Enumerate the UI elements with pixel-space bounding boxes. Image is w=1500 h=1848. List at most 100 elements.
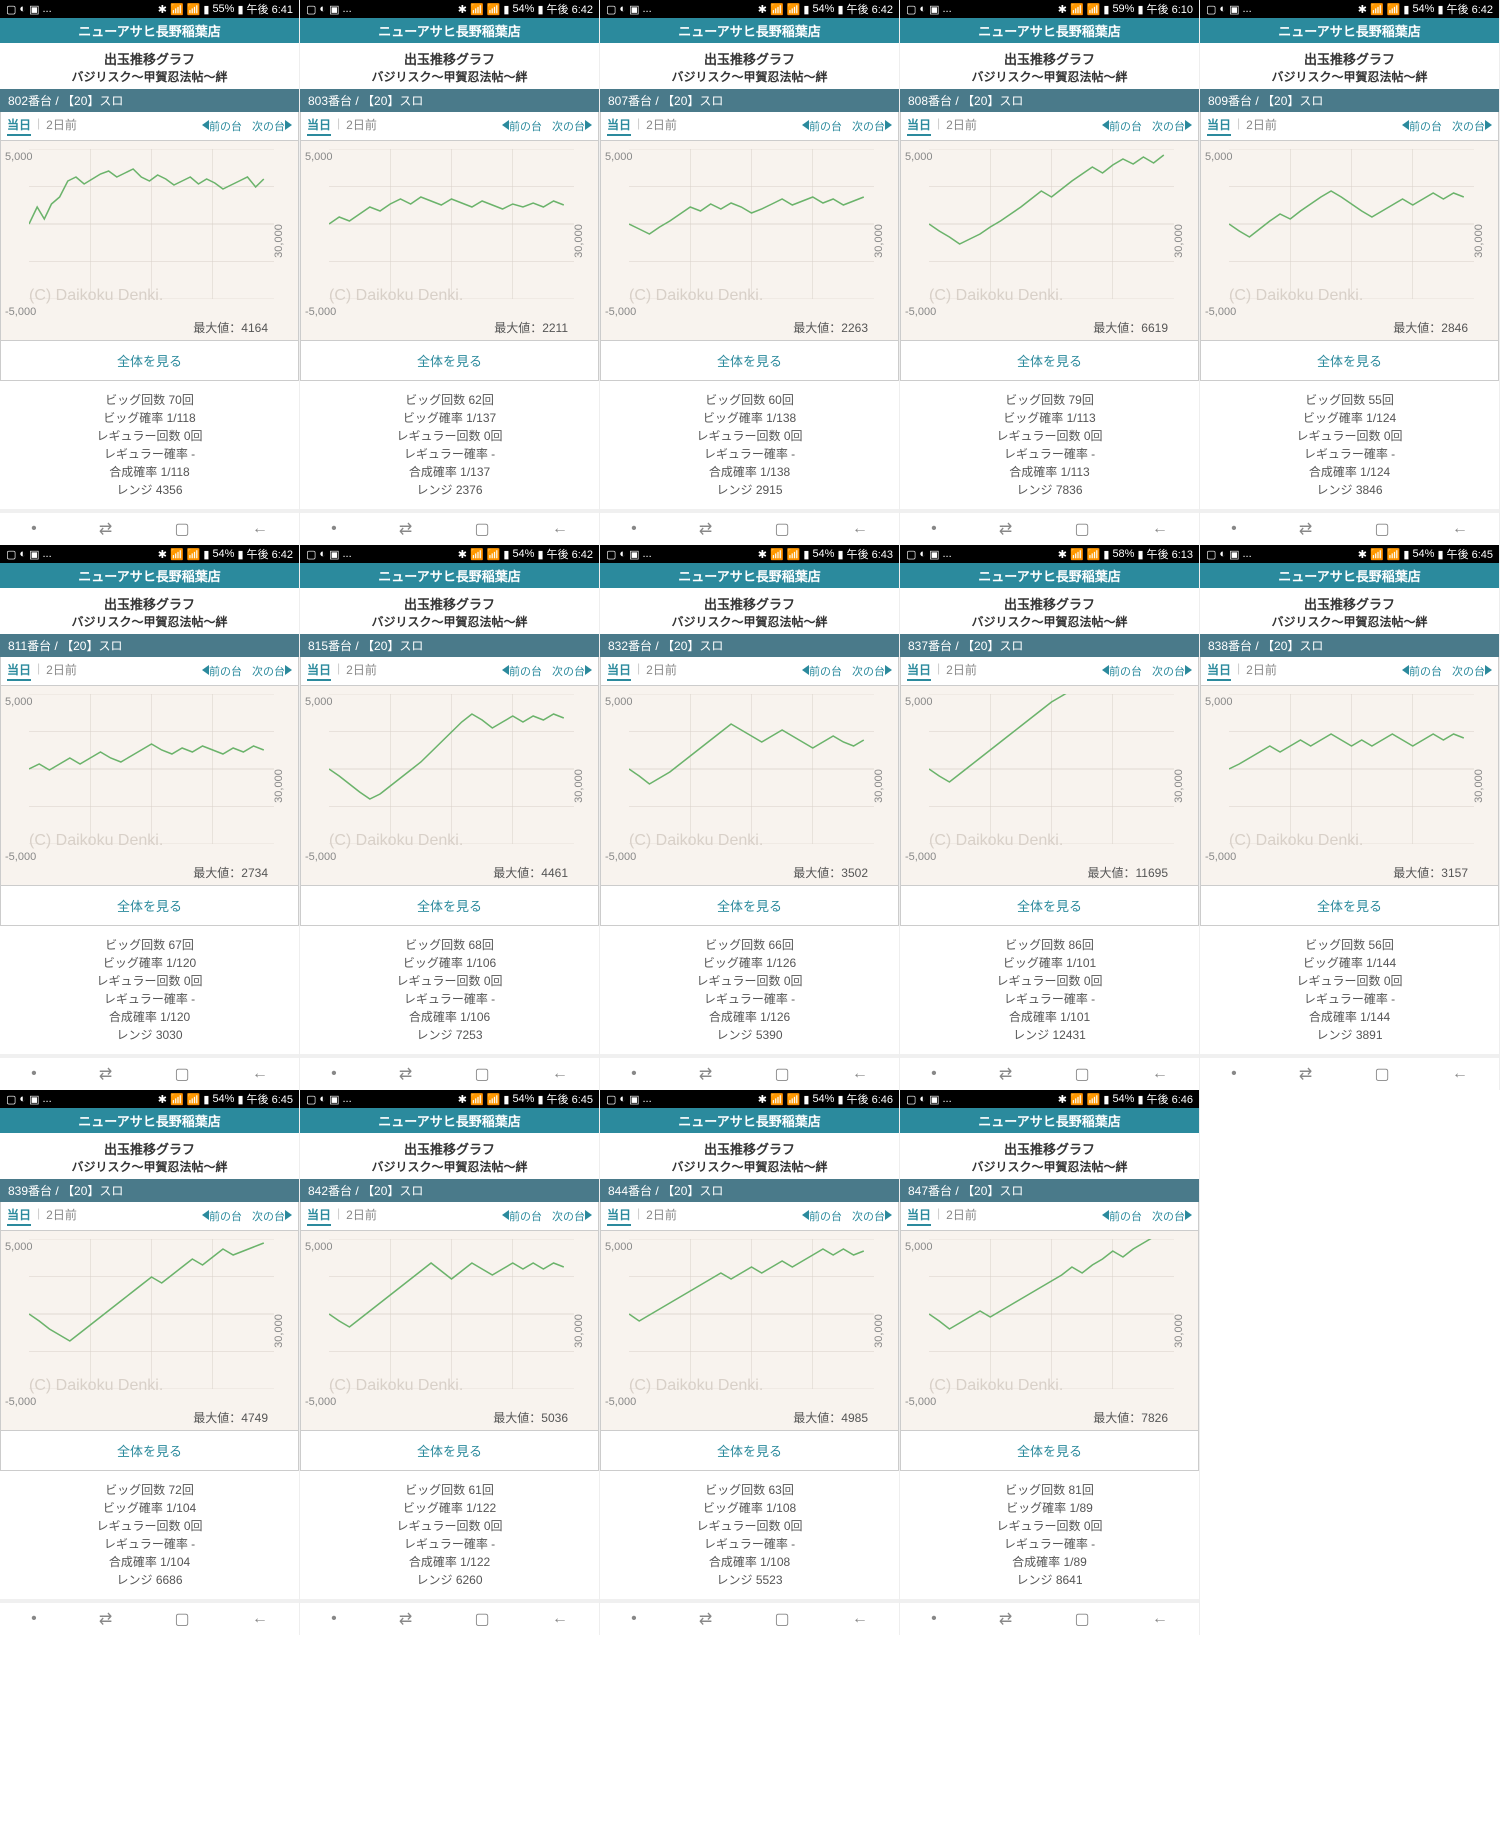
prev-machine-link[interactable]: 前の台 bbox=[802, 1208, 842, 1224]
nav-back-icon[interactable]: ← bbox=[552, 1610, 568, 1628]
tab-2days-ago[interactable]: 2日前 bbox=[1246, 661, 1277, 681]
next-machine-link[interactable]: 次の台 bbox=[1152, 118, 1192, 134]
nav-home-icon[interactable]: ▢ bbox=[1075, 519, 1090, 539]
tab-today[interactable]: 当日 bbox=[7, 1206, 31, 1226]
nav-recent-icon[interactable]: ⇄ bbox=[699, 519, 712, 539]
next-machine-link[interactable]: 次の台 bbox=[552, 118, 592, 134]
nav-recent-icon[interactable]: ⇄ bbox=[99, 1064, 112, 1084]
prev-machine-link[interactable]: 前の台 bbox=[502, 663, 542, 679]
nav-home-icon[interactable]: ▢ bbox=[1375, 1064, 1390, 1084]
nav-dot-icon[interactable]: • bbox=[631, 1610, 637, 1628]
tab-2days-ago[interactable]: 2日前 bbox=[346, 116, 377, 136]
nav-back-icon[interactable]: ← bbox=[1452, 1065, 1468, 1083]
view-all-link[interactable]: 全体を見る bbox=[600, 886, 899, 926]
next-machine-link[interactable]: 次の台 bbox=[852, 663, 892, 679]
prev-machine-link[interactable]: 前の台 bbox=[1402, 663, 1442, 679]
view-all-link[interactable]: 全体を見る bbox=[900, 341, 1199, 381]
prev-machine-link[interactable]: 前の台 bbox=[1402, 118, 1442, 134]
tab-2days-ago[interactable]: 2日前 bbox=[46, 1206, 77, 1226]
tab-today[interactable]: 当日 bbox=[607, 116, 631, 136]
nav-dot-icon[interactable]: • bbox=[331, 520, 337, 538]
nav-recent-icon[interactable]: ⇄ bbox=[399, 519, 412, 539]
prev-machine-link[interactable]: 前の台 bbox=[1102, 663, 1142, 679]
nav-home-icon[interactable]: ▢ bbox=[475, 1609, 490, 1629]
prev-machine-link[interactable]: 前の台 bbox=[1102, 118, 1142, 134]
tab-today[interactable]: 当日 bbox=[7, 661, 31, 681]
tab-2days-ago[interactable]: 2日前 bbox=[646, 1206, 677, 1226]
nav-back-icon[interactable]: ← bbox=[252, 1610, 268, 1628]
nav-dot-icon[interactable]: • bbox=[31, 1610, 37, 1628]
nav-back-icon[interactable]: ← bbox=[1152, 1610, 1168, 1628]
nav-dot-icon[interactable]: • bbox=[331, 1610, 337, 1628]
tab-today[interactable]: 当日 bbox=[307, 1206, 331, 1226]
nav-home-icon[interactable]: ▢ bbox=[775, 1609, 790, 1629]
nav-back-icon[interactable]: ← bbox=[1152, 1065, 1168, 1083]
nav-recent-icon[interactable]: ⇄ bbox=[999, 1609, 1012, 1629]
tab-2days-ago[interactable]: 2日前 bbox=[346, 1206, 377, 1226]
view-all-link[interactable]: 全体を見る bbox=[600, 341, 899, 381]
prev-machine-link[interactable]: 前の台 bbox=[802, 663, 842, 679]
view-all-link[interactable]: 全体を見る bbox=[0, 1431, 299, 1471]
prev-machine-link[interactable]: 前の台 bbox=[502, 1208, 542, 1224]
nav-recent-icon[interactable]: ⇄ bbox=[999, 519, 1012, 539]
nav-back-icon[interactable]: ← bbox=[1152, 520, 1168, 538]
tab-2days-ago[interactable]: 2日前 bbox=[46, 116, 77, 136]
nav-dot-icon[interactable]: • bbox=[1231, 520, 1237, 538]
prev-machine-link[interactable]: 前の台 bbox=[502, 118, 542, 134]
tab-today[interactable]: 当日 bbox=[607, 661, 631, 681]
tab-today[interactable]: 当日 bbox=[7, 116, 31, 136]
tab-2days-ago[interactable]: 2日前 bbox=[946, 661, 977, 681]
next-machine-link[interactable]: 次の台 bbox=[252, 118, 292, 134]
nav-home-icon[interactable]: ▢ bbox=[1075, 1064, 1090, 1084]
nav-dot-icon[interactable]: • bbox=[631, 520, 637, 538]
view-all-link[interactable]: 全体を見る bbox=[0, 886, 299, 926]
tab-today[interactable]: 当日 bbox=[907, 1206, 931, 1226]
next-machine-link[interactable]: 次の台 bbox=[552, 663, 592, 679]
tab-2days-ago[interactable]: 2日前 bbox=[646, 661, 677, 681]
nav-home-icon[interactable]: ▢ bbox=[1375, 519, 1390, 539]
nav-dot-icon[interactable]: • bbox=[331, 1065, 337, 1083]
nav-dot-icon[interactable]: • bbox=[631, 1065, 637, 1083]
nav-home-icon[interactable]: ▢ bbox=[1075, 1609, 1090, 1629]
nav-home-icon[interactable]: ▢ bbox=[175, 1064, 190, 1084]
nav-back-icon[interactable]: ← bbox=[852, 1610, 868, 1628]
view-all-link[interactable]: 全体を見る bbox=[600, 1431, 899, 1471]
next-machine-link[interactable]: 次の台 bbox=[852, 1208, 892, 1224]
nav-back-icon[interactable]: ← bbox=[852, 1065, 868, 1083]
view-all-link[interactable]: 全体を見る bbox=[1200, 886, 1499, 926]
nav-home-icon[interactable]: ▢ bbox=[175, 1609, 190, 1629]
next-machine-link[interactable]: 次の台 bbox=[1152, 1208, 1192, 1224]
nav-home-icon[interactable]: ▢ bbox=[475, 519, 490, 539]
nav-recent-icon[interactable]: ⇄ bbox=[399, 1064, 412, 1084]
next-machine-link[interactable]: 次の台 bbox=[1452, 663, 1492, 679]
prev-machine-link[interactable]: 前の台 bbox=[802, 118, 842, 134]
nav-dot-icon[interactable]: • bbox=[1231, 1065, 1237, 1083]
tab-today[interactable]: 当日 bbox=[607, 1206, 631, 1226]
nav-back-icon[interactable]: ← bbox=[552, 1065, 568, 1083]
tab-today[interactable]: 当日 bbox=[1207, 116, 1231, 136]
prev-machine-link[interactable]: 前の台 bbox=[202, 1208, 242, 1224]
nav-recent-icon[interactable]: ⇄ bbox=[99, 519, 112, 539]
nav-home-icon[interactable]: ▢ bbox=[775, 519, 790, 539]
view-all-link[interactable]: 全体を見る bbox=[300, 886, 599, 926]
prev-machine-link[interactable]: 前の台 bbox=[202, 118, 242, 134]
tab-today[interactable]: 当日 bbox=[907, 116, 931, 136]
tab-today[interactable]: 当日 bbox=[907, 661, 931, 681]
view-all-link[interactable]: 全体を見る bbox=[900, 886, 1199, 926]
nav-recent-icon[interactable]: ⇄ bbox=[699, 1064, 712, 1084]
tab-2days-ago[interactable]: 2日前 bbox=[346, 661, 377, 681]
tab-2days-ago[interactable]: 2日前 bbox=[646, 116, 677, 136]
view-all-link[interactable]: 全体を見る bbox=[300, 341, 599, 381]
nav-dot-icon[interactable]: • bbox=[931, 520, 937, 538]
nav-dot-icon[interactable]: • bbox=[931, 1610, 937, 1628]
nav-recent-icon[interactable]: ⇄ bbox=[399, 1609, 412, 1629]
next-machine-link[interactable]: 次の台 bbox=[252, 1208, 292, 1224]
tab-today[interactable]: 当日 bbox=[307, 116, 331, 136]
nav-recent-icon[interactable]: ⇄ bbox=[999, 1064, 1012, 1084]
prev-machine-link[interactable]: 前の台 bbox=[202, 663, 242, 679]
nav-recent-icon[interactable]: ⇄ bbox=[1299, 1064, 1312, 1084]
nav-home-icon[interactable]: ▢ bbox=[175, 519, 190, 539]
tab-2days-ago[interactable]: 2日前 bbox=[946, 116, 977, 136]
view-all-link[interactable]: 全体を見る bbox=[0, 341, 299, 381]
prev-machine-link[interactable]: 前の台 bbox=[1102, 1208, 1142, 1224]
